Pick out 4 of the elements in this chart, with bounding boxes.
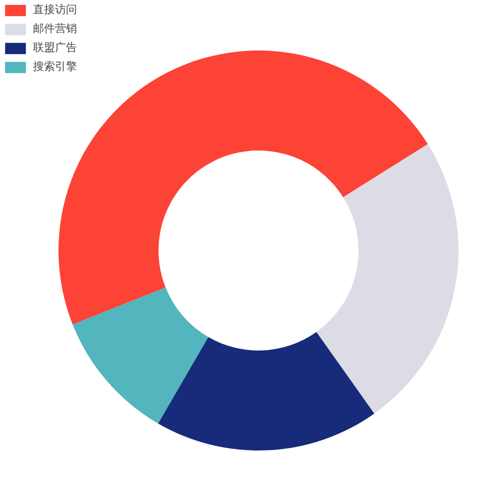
legend-label: 搜索引擎 bbox=[33, 59, 77, 74]
legend-label: 联盟广告 bbox=[33, 40, 77, 55]
legend-label: 直接访问 bbox=[33, 2, 77, 17]
legend-label: 邮件营销 bbox=[33, 21, 77, 36]
